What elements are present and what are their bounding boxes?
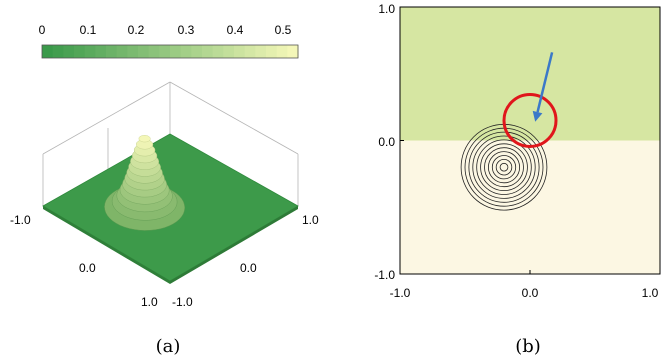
colorbar-tick-labels: 0 0.1 0.2 0.3 0.4 0.5 — [39, 23, 292, 37]
colorbar-border — [41, 44, 299, 59]
colorbar-segment — [244, 45, 256, 58]
colorbar-segment — [212, 45, 224, 58]
arrow-shaft — [536, 52, 554, 113]
contour-ring — [472, 135, 536, 199]
colorbar-segment — [138, 45, 150, 58]
arrow-head — [532, 110, 543, 122]
colorbar-tick-label: 0.3 — [178, 23, 195, 37]
axis-label-left-corner: 1.0 — [141, 295, 158, 309]
colorbar-segment — [95, 45, 107, 58]
axis-label-right: 1.0 — [302, 213, 319, 227]
colorbar-segment — [148, 45, 160, 58]
colorbar-tick-label: 0.5 — [275, 23, 292, 37]
colorbar-segment — [74, 45, 86, 58]
contour-ring — [476, 139, 532, 195]
contour-ring — [495, 158, 513, 176]
gaussian-bump — [104, 135, 186, 231]
panel-a: 0 0.1 0.2 0.3 0.4 0.5 -1.0 0.0 1.0 -1.0 … — [10, 23, 319, 357]
colorbar-segment — [127, 45, 139, 58]
x-tick-label: 0.0 — [522, 286, 539, 300]
colorbar-segment — [202, 45, 214, 58]
colorbar-tick-label: 0.4 — [227, 23, 244, 37]
colorbar-segment — [266, 45, 278, 58]
colorbar-segment — [255, 45, 267, 58]
contour-ring — [487, 151, 520, 184]
highlight-circle — [502, 92, 558, 148]
y-tick-label: -1.0 — [374, 268, 395, 282]
colorbar-tick-label: 0 — [39, 23, 46, 37]
contour-ring — [480, 143, 528, 192]
colorbar — [41, 44, 299, 59]
surface-plane-left-edge — [43, 206, 170, 284]
colorbar-segment — [63, 45, 75, 58]
panel-b-caption: (b) — [515, 336, 541, 357]
colorbar-segment — [276, 45, 288, 58]
y-tick-labels: 1.0 0.0 -1.0 — [374, 2, 395, 282]
y-tick-label: 1.0 — [378, 2, 395, 16]
colorbar-segment — [159, 45, 171, 58]
surface-axis-labels: -1.0 0.0 1.0 -1.0 0.0 1.0 — [10, 213, 319, 309]
colorbar-segment — [234, 45, 246, 58]
x-tick-labels: -1.0 0.0 1.0 — [390, 286, 659, 300]
colorbar-segment — [42, 45, 54, 58]
contour-ring — [468, 131, 540, 203]
axis-label-right-mid: 0.0 — [240, 261, 257, 275]
colorbar-segment — [106, 45, 118, 58]
axis-label-left-mid: 0.0 — [79, 261, 96, 275]
axis-label-right-corner: -1.0 — [172, 295, 193, 309]
panel-a-caption: (a) — [156, 336, 181, 357]
colorbar-tick-label: 0.2 — [128, 23, 145, 37]
region-lower — [400, 140, 660, 274]
panel-b: 1.0 0.0 -1.0 -1.0 0.0 1.0 (b) — [374, 2, 661, 357]
colorbar-segment — [52, 45, 64, 58]
axis-label-left: -1.0 — [10, 213, 31, 227]
colorbar-segment — [170, 45, 182, 58]
x-tick-label: 1.0 — [642, 286, 659, 300]
colorbar-segment — [223, 45, 235, 58]
region-upper — [400, 7, 660, 141]
colorbar-segment — [116, 45, 128, 58]
x-tick-label: -1.0 — [390, 286, 411, 300]
contour-ring — [491, 155, 517, 180]
contour-ring — [484, 147, 524, 188]
colorbar-segment — [287, 45, 299, 58]
contour-ring — [499, 162, 509, 172]
surface-plane-right-edge — [170, 206, 298, 284]
colorbar-tick-label: 0.1 — [80, 23, 97, 37]
colorbar-segment — [191, 45, 203, 58]
bump-level — [138, 135, 151, 143]
surface-box-lines — [42, 81, 299, 206]
contour-rings — [460, 123, 548, 211]
y-tick-label: 0.0 — [378, 135, 395, 149]
arrow — [532, 52, 554, 122]
colorbar-segment — [180, 45, 192, 58]
colorbar-segment — [84, 45, 96, 58]
